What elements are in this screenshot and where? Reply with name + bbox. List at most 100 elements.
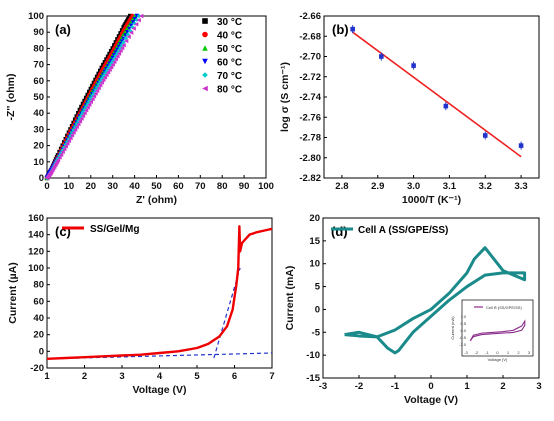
a-data-point: [107, 64, 112, 69]
b-x-tick-label: 3.0: [407, 181, 420, 192]
a-data-point: [105, 70, 111, 75]
a-data-point: [93, 91, 98, 96]
b-data-point: [411, 63, 416, 68]
d-series-line: [344, 246, 527, 355]
a-data-point: [87, 102, 92, 107]
a-legend-marker: [202, 18, 208, 24]
d-x-tick-label: 1: [464, 381, 470, 392]
c-x-tick-label: 1: [44, 371, 50, 382]
c-x-tick-label: 6: [232, 371, 237, 382]
b-y-tick-label: -2.82: [299, 173, 321, 184]
d-inset-x-tick-label: 2: [517, 350, 520, 355]
a-data-point: [138, 13, 144, 19]
a-legend-marker: [202, 72, 208, 78]
a-data-point: [60, 149, 65, 155]
c-y-tick-label: 120: [28, 246, 44, 257]
a-data-point: [116, 51, 122, 56]
b-x-tick-label: 3.1: [443, 181, 457, 192]
a-data-point: [110, 62, 115, 67]
a-x-tick-label: 60: [173, 181, 184, 192]
b-y-tick-label: -2.74: [299, 92, 321, 103]
b-y-axis-label: log σ (S cm⁻¹): [279, 62, 291, 132]
a-x-tick-label: 20: [86, 181, 97, 192]
a-data-point: [131, 26, 136, 31]
c-legend-label: SS/Gel/Mg: [90, 224, 139, 235]
d-inset-series-line: [469, 319, 526, 342]
a-x-tick-label: 40: [129, 181, 140, 192]
a-data-point: [85, 105, 90, 110]
a-data-point: [130, 24, 135, 30]
a-data-point: [112, 56, 117, 61]
a-data-point: [123, 29, 128, 34]
b-fit-line: [352, 31, 522, 158]
c-y-tick-label: 40: [33, 313, 44, 324]
c-y-tick-label: 60: [33, 296, 44, 307]
a-data-point: [65, 141, 70, 146]
d-inset-y-tick-label: 0.5: [460, 321, 466, 326]
d-inset-x-tick-label: -3: [464, 350, 468, 355]
b-y-tick-label: -2.72: [299, 72, 321, 83]
a-y-tick-label: 20: [33, 141, 44, 152]
c-y-tick-label: 160: [28, 213, 44, 224]
a-data-point: [77, 115, 83, 121]
a-data-point: [85, 101, 90, 107]
d-inset-x-axis-label: Voltage (V): [488, 357, 508, 362]
a-legend-marker: [202, 85, 208, 92]
a-data-point: [63, 144, 68, 149]
b-panel-label: (b): [332, 22, 349, 37]
b-x-tick-label: 2.9: [371, 181, 384, 192]
a-x-tick-label: 50: [151, 181, 162, 192]
b-plot-frame: [323, 15, 540, 179]
a-data-point: [123, 36, 129, 41]
d-inset-y-tick-label: 1.0: [460, 314, 466, 319]
d-x-tick-label: -1: [391, 381, 400, 392]
a-y-tick-label: 60: [33, 76, 44, 87]
a-data-point: [69, 132, 75, 138]
a-data-point: [128, 23, 134, 28]
a-y-tick-label: 10: [33, 157, 44, 168]
c-x-tick-label: 7: [269, 371, 274, 382]
d-inset-y-tick-label: 0.0: [460, 328, 466, 333]
a-data-point: [133, 22, 139, 27]
d-x-tick-label: 3: [536, 381, 541, 392]
d-y-axis-label: Current (mA): [284, 266, 296, 331]
a-data-point: [62, 146, 67, 152]
a-data-point: [113, 56, 119, 62]
a-legend-label: 80 °C: [217, 85, 242, 96]
b-data-point: [518, 143, 524, 148]
a-data-point: [124, 26, 129, 31]
a-y-tick-label: 70: [33, 60, 44, 71]
d-y-tick-label: 20: [309, 213, 320, 224]
a-legend-marker: [202, 45, 208, 51]
chart-panel-a: 0 10 20 30 40 50 60 70 80 90 100 0 10 20 30 40 50 60 70 80 9…: [5, 11, 274, 206]
c-y-tick-label: 80: [33, 280, 44, 291]
a-data-point: [108, 64, 114, 70]
a-data-point: [101, 77, 106, 83]
a-x-axis-label: Z' (ohm): [136, 194, 177, 206]
a-data-point: [83, 107, 89, 113]
d-y-tick-label: -5: [312, 327, 321, 338]
b-x-tick-label: 3.2: [479, 181, 492, 192]
b-y-tick-label: -2.78: [299, 133, 321, 144]
a-legend-label: 70 °C: [217, 71, 242, 82]
a-panel-label: (a): [55, 22, 71, 37]
d-inset-x-tick-label: 1: [507, 350, 510, 355]
c-series-line: [46, 225, 273, 361]
a-data-point: [80, 110, 86, 115]
c-y-tick-label: 140: [28, 230, 44, 241]
a-data-point: [91, 94, 97, 99]
a-legend-label: 40 °C: [217, 31, 242, 42]
a-data-point: [112, 59, 117, 65]
a-data-point: [118, 48, 123, 53]
b-x-tick-label: 3.3: [514, 181, 527, 192]
a-data-point: [96, 85, 101, 91]
chart-panel-b: 2.8 2.9 3.0 3.1 3.2 3.3 -2.66 -2.68 -2.70 -2.72 -2…: [279, 11, 540, 206]
a-data-point: [97, 82, 103, 88]
a-data-point: [76, 121, 81, 127]
d-y-tick-label: 15: [309, 236, 320, 247]
a-x-tick-label: 70: [195, 181, 206, 192]
b-data-point: [482, 133, 488, 138]
a-data-point: [68, 135, 73, 141]
d-panel-label: (d): [331, 224, 348, 239]
a-legend-label: 60 °C: [217, 58, 242, 69]
